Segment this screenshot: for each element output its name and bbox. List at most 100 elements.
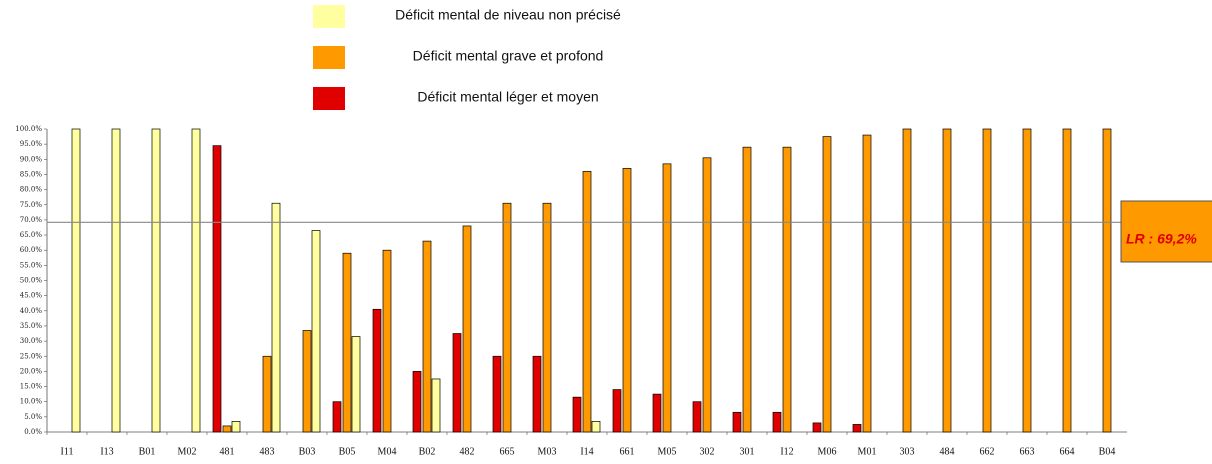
y-tick-label: 85.0%	[20, 170, 43, 178]
bar	[412, 371, 422, 433]
bar	[191, 128, 201, 433]
x-tick-label: 303	[900, 446, 915, 457]
y-tick-label: 50.0%	[20, 277, 43, 285]
bar	[452, 333, 462, 433]
bar	[111, 128, 121, 433]
y-tick-label: 5.0%	[24, 413, 42, 421]
bar	[902, 128, 912, 433]
bar	[612, 389, 622, 433]
bar	[942, 128, 952, 433]
x-tick-label: B01	[139, 446, 156, 457]
bar	[662, 163, 672, 433]
bar	[351, 336, 361, 433]
bar	[212, 145, 222, 433]
x-tick-label: I14	[580, 446, 593, 457]
legend-label: Déficit mental de niveau non précisé	[395, 7, 621, 23]
y-tick-label: 10.0%	[20, 398, 43, 406]
bar	[772, 411, 782, 433]
bar	[852, 424, 862, 433]
bar	[302, 330, 312, 433]
bar	[862, 134, 872, 433]
x-tick-label: 481	[220, 446, 235, 457]
x-tick-label: B04	[1099, 446, 1116, 457]
x-tick-label: 662	[980, 446, 995, 457]
bar	[422, 240, 432, 433]
y-tick-label: 20.0%	[20, 367, 43, 375]
bar	[151, 128, 161, 433]
bar	[462, 225, 472, 433]
x-tick-label: B02	[419, 446, 436, 457]
y-tick-label: 70.0%	[20, 216, 43, 224]
x-tick-label: I11	[61, 446, 74, 457]
y-tick-label: 35.0%	[20, 322, 43, 330]
bar	[532, 355, 542, 433]
bar	[582, 171, 592, 433]
bar	[812, 422, 822, 433]
y-tick-label: 30.0%	[20, 337, 43, 345]
bar	[431, 378, 441, 433]
y-tick-label: 0.0%	[24, 428, 42, 436]
y-tick-label: 45.0%	[20, 292, 43, 300]
x-tick-label: B03	[299, 446, 316, 457]
bar	[1102, 128, 1112, 433]
bar	[71, 128, 81, 433]
bar	[572, 396, 582, 433]
x-tick-label: 665	[500, 446, 515, 457]
bar	[652, 393, 662, 433]
y-tick-label: 25.0%	[20, 352, 43, 360]
reference-label: LR : 69,2%	[1126, 231, 1197, 247]
bar	[982, 128, 992, 433]
bar	[1022, 128, 1032, 433]
x-tick-label: 663	[1020, 446, 1035, 457]
bar	[702, 157, 712, 433]
y-tick-label: 15.0%	[20, 383, 43, 391]
y-tick-label: 95.0%	[20, 140, 43, 148]
bar	[502, 202, 512, 433]
bar	[742, 146, 752, 433]
y-tick-label: 90.0%	[20, 155, 43, 163]
bar	[822, 136, 832, 433]
x-tick-label: M04	[378, 446, 397, 457]
bar	[1062, 128, 1072, 433]
x-tick-label: 664	[1060, 446, 1075, 457]
bar	[332, 401, 342, 433]
legend-swatch	[313, 46, 345, 69]
x-tick-label: M02	[178, 446, 197, 457]
x-tick-label: 483	[260, 446, 275, 457]
bar	[492, 355, 502, 433]
bar	[622, 168, 632, 433]
x-tick-label: B05	[339, 446, 356, 457]
y-tick-label: 75.0%	[20, 201, 43, 209]
bar	[591, 421, 601, 433]
bar	[372, 308, 382, 433]
y-tick-label: 80.0%	[20, 186, 43, 194]
bar	[342, 252, 352, 433]
bar	[311, 230, 321, 433]
legend-swatch	[313, 5, 345, 28]
bar	[231, 421, 241, 433]
legend-swatch	[313, 87, 345, 110]
x-tick-label: 302	[700, 446, 715, 457]
y-tick-label: 40.0%	[20, 307, 43, 315]
y-tick-label: 100.0%	[15, 125, 42, 133]
x-tick-label: M05	[658, 446, 677, 457]
x-tick-label: M01	[858, 446, 877, 457]
x-tick-label: 484	[940, 446, 955, 457]
bar	[692, 401, 702, 433]
y-tick-label: 55.0%	[20, 261, 43, 269]
x-tick-label: I12	[780, 446, 793, 457]
legend-label: Déficit mental grave et profond	[413, 48, 604, 64]
bar	[542, 202, 552, 433]
bar	[782, 146, 792, 433]
x-tick-label: I13	[100, 446, 113, 457]
bar	[262, 355, 272, 433]
x-tick-label: 661	[620, 446, 635, 457]
legend-label: Déficit mental léger et moyen	[417, 89, 598, 105]
reference-box	[1120, 200, 1212, 263]
bar	[382, 249, 392, 433]
x-tick-label: M03	[538, 446, 557, 457]
y-tick-label: 60.0%	[20, 246, 43, 254]
bar	[271, 202, 281, 433]
x-tick-label: 301	[740, 446, 755, 457]
